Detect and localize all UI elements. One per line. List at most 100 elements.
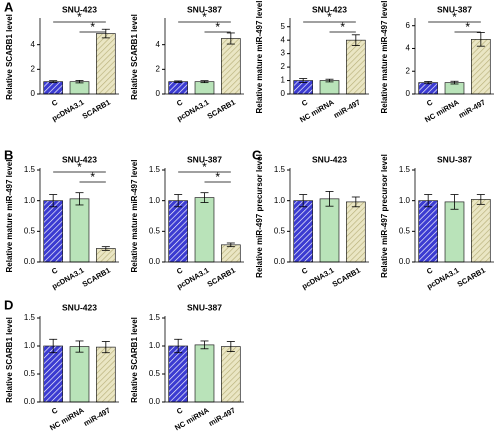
chart-title: SNU-423 xyxy=(62,154,97,164)
bar xyxy=(221,346,241,403)
y-tick-label: 2 xyxy=(281,62,286,71)
bar xyxy=(346,201,366,263)
y-tick-label: 1.0 xyxy=(24,196,36,205)
y-axis-label: Relative SCARB1 level xyxy=(5,14,14,100)
y-tick-label: 0.0 xyxy=(24,257,36,266)
y-tick-label: 1.5 xyxy=(24,313,36,322)
significance-label: * xyxy=(202,10,207,24)
y-tick-label: 0.0 xyxy=(399,257,411,266)
chart-title: SNU-387 xyxy=(187,154,222,164)
y-tick-label: 0.0 xyxy=(274,257,286,266)
error-bar xyxy=(450,194,459,210)
y-tick-label: 0.0 xyxy=(24,397,36,406)
bar xyxy=(168,200,188,263)
bar xyxy=(69,198,90,263)
bar xyxy=(69,81,90,95)
bar xyxy=(168,81,188,95)
bar xyxy=(471,199,491,263)
chart-title: SNU-423 xyxy=(62,4,97,14)
error-bar xyxy=(325,191,334,207)
y-tick-label: 1.0 xyxy=(399,196,411,205)
bar xyxy=(444,201,465,263)
error-bar xyxy=(75,80,84,84)
x-tick-label: C xyxy=(50,405,60,416)
y-axis-label: Relative mature miR-497 level xyxy=(255,1,264,114)
error-bar xyxy=(424,194,433,208)
x-tick-label: SCARB1 xyxy=(81,98,112,121)
significance-label: * xyxy=(452,10,457,24)
x-tick-label: miR-497 xyxy=(332,98,362,120)
y-tick-label: 1.5 xyxy=(399,165,411,174)
bar xyxy=(221,38,241,95)
error-bar xyxy=(101,28,110,39)
panel-label: D xyxy=(4,297,13,312)
x-tick-label: C xyxy=(175,265,185,276)
y-tick-label: 6 xyxy=(406,21,411,30)
significance-label: * xyxy=(215,20,220,34)
error-bar xyxy=(476,194,485,205)
bar xyxy=(43,345,63,403)
significance-label: * xyxy=(90,20,95,34)
y-tick-label: 3 xyxy=(281,49,286,58)
y-tick-label: 0.5 xyxy=(24,369,36,378)
significance-label: * xyxy=(327,10,332,24)
bar xyxy=(69,346,90,403)
x-tick-label: miR-497 xyxy=(457,98,487,120)
y-tick-label: 1.5 xyxy=(24,165,36,174)
y-tick-label: 0.5 xyxy=(149,369,161,378)
significance-label: * xyxy=(77,10,82,24)
error-bar xyxy=(101,246,110,251)
x-tick-label: SCARB1 xyxy=(206,98,237,121)
error-bar xyxy=(351,34,360,46)
significance-label: * xyxy=(202,160,207,174)
significance-label: * xyxy=(77,160,82,174)
x-tick-label: C xyxy=(50,265,60,276)
error-bar xyxy=(299,78,308,83)
chart-title: SNU-387 xyxy=(437,4,472,14)
x-tick-label: C xyxy=(300,265,310,276)
y-tick-label: 4 xyxy=(31,40,36,49)
y-axis-label: Relative miR-497 precursor level xyxy=(255,154,264,278)
bar xyxy=(43,200,63,263)
y-axis-label: Relative SCARB1 level xyxy=(130,317,139,403)
error-bar xyxy=(450,80,459,85)
x-tick-label: SCARB1 xyxy=(456,266,487,289)
y-tick-label: 1.5 xyxy=(149,165,161,174)
y-axis-label: Relative miR-497 precursor level xyxy=(380,154,389,278)
bar xyxy=(418,82,438,95)
y-axis-label: Relative mature miR-497 level xyxy=(5,160,14,273)
chart-title: SNU-423 xyxy=(62,302,97,312)
y-tick-label: 1.5 xyxy=(149,313,161,322)
bar xyxy=(418,200,438,263)
x-tick-label: miR-497 xyxy=(207,406,237,428)
bar xyxy=(168,345,188,403)
y-axis-label: Relative SCARB1 level xyxy=(5,317,14,403)
y-tick-label: 0 xyxy=(406,89,411,98)
x-tick-label: SCARB1 xyxy=(206,266,237,289)
y-tick-label: 0.5 xyxy=(24,226,36,235)
chart-title: SNU-387 xyxy=(437,154,472,164)
error-bar xyxy=(101,341,110,354)
panel-label: C xyxy=(252,147,262,162)
bar xyxy=(43,81,63,95)
error-bar xyxy=(351,196,360,208)
error-bar xyxy=(424,81,433,85)
error-bar xyxy=(49,80,58,84)
y-tick-label: 0 xyxy=(281,89,286,98)
y-tick-label: 0.5 xyxy=(399,226,411,235)
significance-label: * xyxy=(90,170,95,184)
bar xyxy=(96,346,116,403)
x-tick-label: C xyxy=(300,97,310,108)
y-tick-label: 1.5 xyxy=(274,165,286,174)
error-bar xyxy=(174,338,183,354)
x-tick-label: C xyxy=(425,97,435,108)
significance-label: * xyxy=(215,170,220,184)
y-tick-label: 0 xyxy=(31,89,36,98)
x-tick-label: C xyxy=(50,97,60,108)
chart-title: SNU-387 xyxy=(187,302,222,312)
error-bar xyxy=(174,80,183,83)
chart-title: SNU-423 xyxy=(312,4,347,14)
y-tick-label: 1.0 xyxy=(149,341,161,350)
y-tick-label: 0 xyxy=(156,89,161,98)
